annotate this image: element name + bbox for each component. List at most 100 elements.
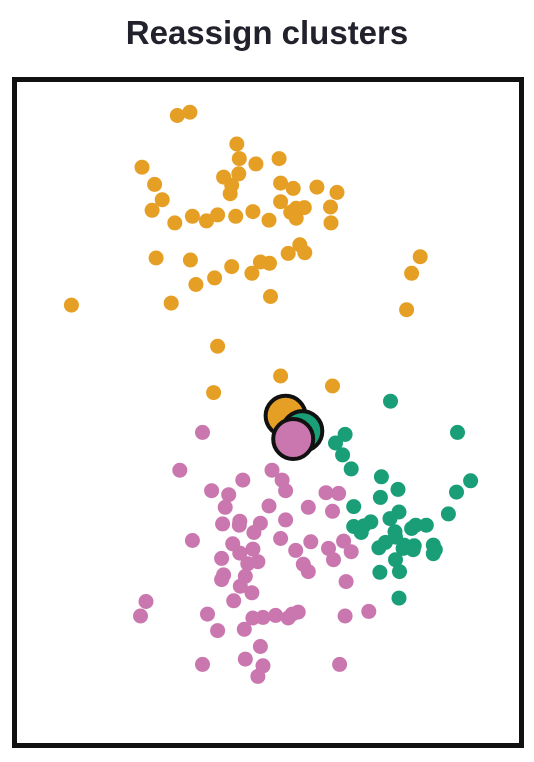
point-series1-2 bbox=[182, 104, 198, 120]
point-series2-26 bbox=[245, 541, 261, 557]
data-points bbox=[63, 104, 479, 684]
point-series2-39 bbox=[300, 564, 316, 580]
point-series3-4 bbox=[328, 435, 343, 451]
point-series1-51 bbox=[206, 385, 222, 401]
point-series2-61 bbox=[332, 656, 348, 672]
point-series2-58 bbox=[237, 651, 253, 667]
point-series1-10 bbox=[273, 175, 289, 191]
point-series3-21 bbox=[404, 521, 420, 536]
point-series2-32 bbox=[288, 542, 304, 558]
point-series3-23 bbox=[353, 525, 369, 540]
point-series2-20 bbox=[246, 525, 262, 540]
point-series1-21 bbox=[245, 204, 261, 220]
point-series1-5 bbox=[231, 151, 247, 167]
point-series2-21 bbox=[273, 531, 289, 546]
point-series2-50 bbox=[268, 607, 284, 623]
point-series3-5 bbox=[335, 447, 351, 463]
point-series1-53 bbox=[273, 368, 289, 384]
point-series2-3 bbox=[264, 462, 280, 478]
centroid-marker-3 bbox=[271, 417, 316, 461]
point-series3-8 bbox=[463, 473, 479, 489]
point-series1-47 bbox=[263, 289, 278, 304]
point-series1-50 bbox=[210, 338, 226, 354]
point-series3-6 bbox=[343, 461, 359, 477]
point-series2-42 bbox=[138, 594, 154, 609]
point-series2-45 bbox=[200, 606, 215, 622]
point-series1-44 bbox=[244, 265, 260, 281]
point-series2-18 bbox=[231, 517, 247, 533]
point-series1-38 bbox=[224, 259, 240, 275]
point-series1-49 bbox=[399, 302, 415, 318]
point-series2-2 bbox=[172, 462, 188, 478]
point-series1-27 bbox=[199, 213, 214, 229]
point-series2-41 bbox=[244, 585, 260, 601]
point-series2-31 bbox=[214, 550, 230, 566]
point-series2-55 bbox=[236, 621, 252, 637]
point-series1-28 bbox=[167, 215, 183, 231]
point-series2-13 bbox=[325, 503, 340, 519]
point-series3-37 bbox=[391, 590, 407, 606]
point-series1-34 bbox=[280, 245, 296, 261]
point-series2-43 bbox=[338, 574, 354, 590]
point-series1-48 bbox=[63, 297, 79, 313]
point-series3-12 bbox=[346, 499, 362, 515]
point-series1-1 bbox=[169, 108, 185, 123]
point-series1-25 bbox=[144, 202, 160, 218]
point-series3-36 bbox=[372, 564, 388, 580]
point-series2-23 bbox=[303, 534, 319, 550]
point-series2-37 bbox=[214, 572, 230, 588]
point-series2-27 bbox=[232, 545, 248, 561]
point-series2-10 bbox=[331, 485, 347, 501]
point-series2-4 bbox=[235, 472, 251, 488]
point-series2-30 bbox=[326, 552, 341, 568]
point-series2-22 bbox=[184, 533, 200, 548]
point-series1-9 bbox=[231, 166, 247, 182]
point-series3-11 bbox=[372, 489, 388, 505]
point-series2-35 bbox=[250, 554, 266, 570]
point-series1-32 bbox=[323, 215, 339, 231]
point-series1-23 bbox=[296, 200, 312, 216]
point-series2-11 bbox=[217, 499, 233, 515]
point-series2-56 bbox=[210, 623, 226, 639]
point-series1-15 bbox=[224, 177, 240, 193]
point-series2-1 bbox=[195, 424, 210, 440]
point-series3-1 bbox=[383, 393, 398, 409]
point-series2-28 bbox=[321, 540, 336, 556]
point-series1-7 bbox=[134, 159, 150, 175]
centroid-markers bbox=[263, 393, 325, 461]
point-series1-30 bbox=[261, 212, 277, 228]
point-series2-48 bbox=[133, 608, 148, 624]
point-series2-7 bbox=[204, 483, 220, 499]
point-series1-24 bbox=[228, 208, 244, 224]
point-series2-60 bbox=[195, 656, 210, 672]
point-series3-33 bbox=[425, 546, 441, 562]
point-series2-12 bbox=[300, 499, 316, 515]
chart-title: Reassign clusters bbox=[125, 14, 409, 51]
point-series2-57 bbox=[252, 639, 268, 654]
point-series2-8 bbox=[221, 487, 237, 503]
point-series2-53 bbox=[284, 606, 300, 622]
point-series2-9 bbox=[318, 485, 334, 501]
point-series1-17 bbox=[154, 192, 170, 208]
point-series1-26 bbox=[210, 207, 226, 223]
point-series1-35 bbox=[297, 245, 313, 261]
point-series3-35 bbox=[392, 564, 407, 580]
point-series3-15 bbox=[382, 511, 398, 527]
point-series2-40 bbox=[232, 578, 248, 594]
point-series2-62 bbox=[250, 668, 266, 684]
point-series2-54 bbox=[337, 608, 353, 624]
point-series1-41 bbox=[412, 249, 428, 265]
point-series2-29 bbox=[343, 544, 359, 560]
point-series1-46 bbox=[163, 295, 179, 311]
point-series3-7 bbox=[373, 469, 389, 485]
point-series2-25 bbox=[336, 533, 352, 549]
point-series3-34 bbox=[388, 552, 403, 568]
point-series1-12 bbox=[309, 179, 325, 195]
point-series2-14 bbox=[261, 498, 277, 514]
point-series1-16 bbox=[329, 184, 345, 200]
point-series3-32 bbox=[371, 540, 387, 556]
point-series1-31 bbox=[288, 210, 304, 226]
point-series3-2 bbox=[450, 424, 465, 440]
point-series3-3 bbox=[337, 426, 353, 442]
